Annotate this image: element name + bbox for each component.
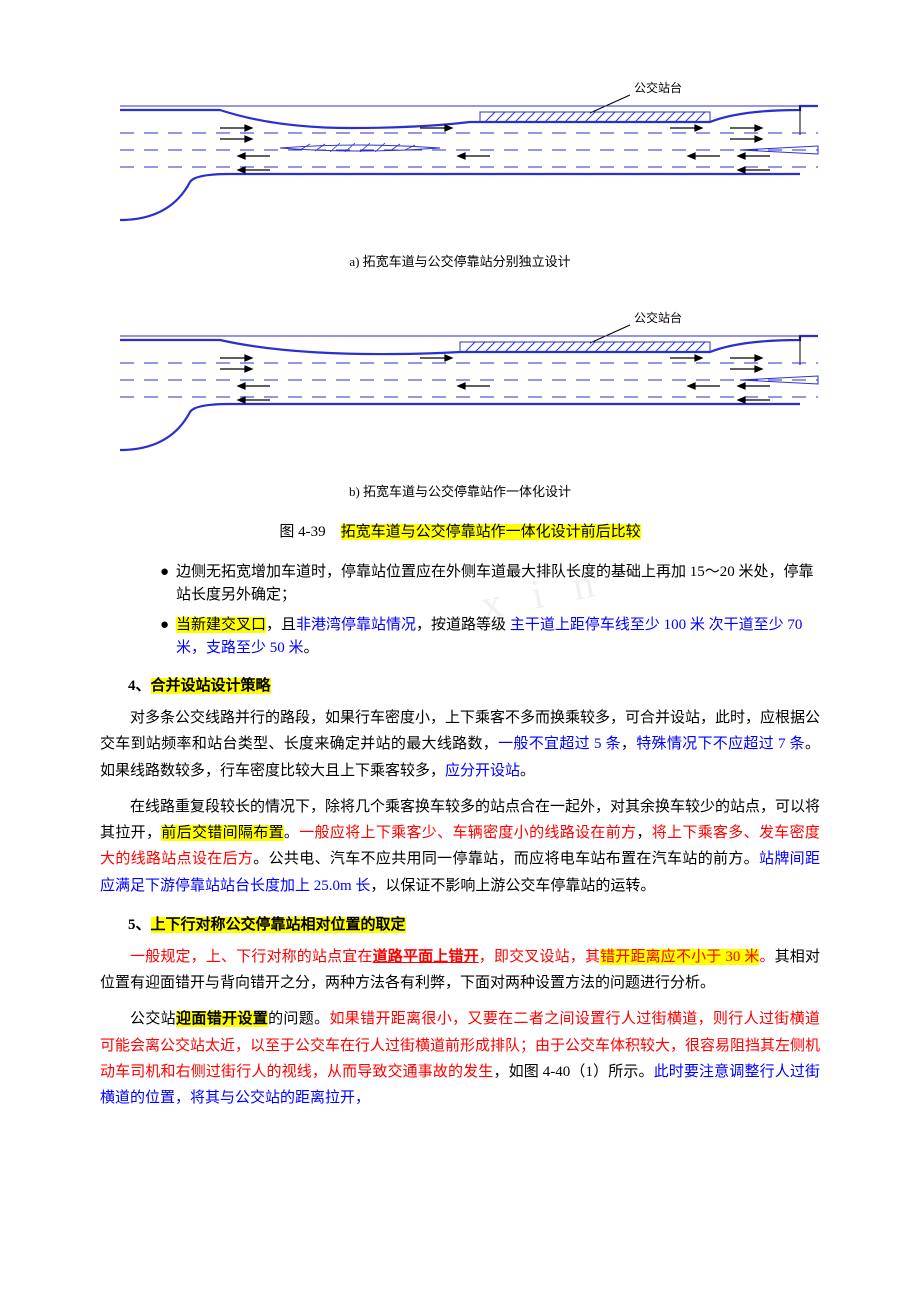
para-5a: 一般规定，上、下行对称的站点宜在道路平面上错开，即交叉设站，其错开距离应不小于 … [100,944,820,997]
section-5-title: 5、上下行对称公交停靠站相对位置的取定 [128,913,820,934]
bullet-icon: ● [160,614,176,637]
diagram-a-caption: a) 拓宽车道与公交停靠站分别独立设计 [100,251,820,270]
bullet-item: ● 当新建交叉口，且非港湾停靠站情况，按道路等级 主干道上距停车线至少 100 … [160,614,820,661]
para-4b: 在线路重复段较长的情况下，除将几个乘客换车较多的站点合在一起外，对其余换车较少的… [100,794,820,899]
bullet-list: ● 边侧无拓宽增加车道时，停靠站位置应在外侧车道最大排队长度的基础上再加 15～… [160,561,820,660]
bullet-item: ● 边侧无拓宽增加车道时，停靠站位置应在外侧车道最大排队长度的基础上再加 15～… [160,561,820,608]
bullet-text: 当新建交叉口，且非港湾停靠站情况，按道路等级 主干道上距停车线至少 100 米 … [176,614,820,661]
section-4-title: 4、合并设站设计策略 [128,674,820,695]
svg-text:公交站台: 公交站台 [634,310,682,325]
diagram-b-caption: b) 拓宽车道与公交停靠站作一体化设计 [100,481,820,500]
figure-title: 图 4-39 拓宽车道与公交停靠站作一体化设计前后比较 [100,520,820,541]
svg-text:公交站台: 公交站台 [634,80,682,95]
bullet-text: 边侧无拓宽增加车道时，停靠站位置应在外侧车道最大排队长度的基础上再加 15～20… [176,561,820,608]
bullet-icon: ● [160,561,176,584]
para-5b: 公交站迎面错开设置的问题。如果错开距离很小，又要在二者之间设置行人过街横道，则行… [100,1006,820,1111]
diagram-a: 公交站台 [100,70,820,230]
para-4a: 对多条公交线路并行的路段，如果行车密度小，上下乘客不多而换乘较多，可合并设站，此… [100,705,820,784]
diagram-b: 公交站台 [100,300,820,460]
